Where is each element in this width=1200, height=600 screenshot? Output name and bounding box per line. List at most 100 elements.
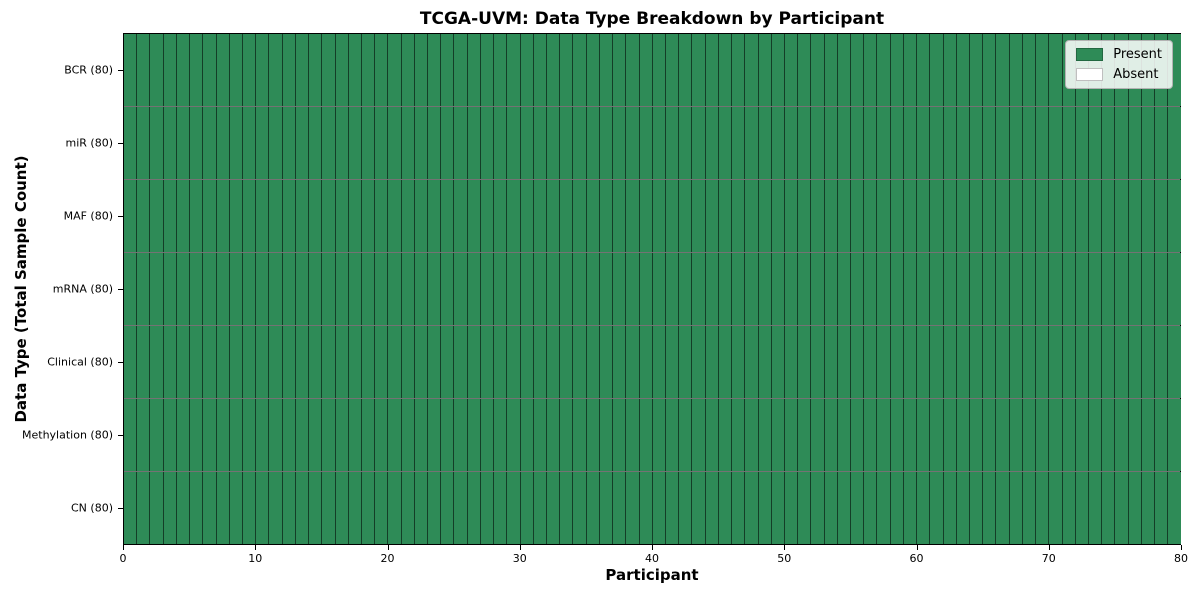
cell-present	[930, 253, 944, 325]
cell-present	[745, 34, 759, 106]
cell-present	[692, 399, 706, 471]
cell-present	[824, 34, 838, 106]
cell-present	[732, 472, 746, 544]
cell-present	[335, 34, 349, 106]
cell-present	[1168, 472, 1181, 544]
cell-present	[203, 180, 217, 252]
cell-present	[229, 472, 243, 544]
cell-present	[665, 34, 680, 106]
cell-present	[547, 107, 561, 179]
cell-present	[150, 34, 164, 106]
cell-present	[256, 326, 270, 398]
cell-present	[361, 253, 376, 325]
cell-present	[798, 399, 812, 471]
cell-present	[798, 326, 812, 398]
cell-present	[626, 180, 640, 252]
cell-present	[163, 253, 177, 325]
legend-entry: Present	[1076, 48, 1162, 61]
cell-present	[877, 326, 891, 398]
cell-present	[573, 472, 587, 544]
cell-present	[242, 326, 257, 398]
cell-present	[1049, 180, 1063, 252]
cell-present	[282, 472, 296, 544]
cell-present	[216, 180, 230, 252]
cell-present	[1062, 472, 1076, 544]
y-tick-mark	[118, 289, 123, 290]
cell-present	[771, 399, 785, 471]
cell-present	[1009, 107, 1023, 179]
cell-present	[665, 180, 680, 252]
cell-present	[1141, 326, 1156, 398]
cell-present	[137, 326, 151, 398]
cell-present	[1155, 472, 1169, 544]
cell-present	[824, 253, 838, 325]
cell-present	[361, 34, 376, 106]
cell-present	[282, 180, 296, 252]
cell-present	[388, 180, 402, 252]
cell-present	[1155, 180, 1169, 252]
cell-present	[626, 107, 640, 179]
cell-present	[507, 180, 521, 252]
cell-present	[216, 326, 230, 398]
cell-present	[1075, 326, 1089, 398]
cell-present	[163, 399, 177, 471]
cell-present	[705, 326, 719, 398]
cell-present	[401, 399, 415, 471]
cell-present	[163, 472, 177, 544]
cell-present	[851, 107, 865, 179]
cell-present	[190, 180, 204, 252]
cell-present	[533, 34, 547, 106]
cell-present	[784, 34, 799, 106]
cell-present	[414, 326, 429, 398]
cell-present	[771, 180, 785, 252]
cell-present	[1075, 180, 1089, 252]
cell-present	[150, 399, 164, 471]
cell-present	[150, 107, 164, 179]
cell-present	[877, 399, 891, 471]
cell-present	[348, 34, 362, 106]
cell-present	[652, 180, 666, 252]
cell-present	[533, 472, 547, 544]
cell-present	[626, 34, 640, 106]
cell-present	[732, 326, 746, 398]
cell-present	[930, 34, 944, 106]
cell-present	[1062, 399, 1076, 471]
cell-present	[1115, 253, 1129, 325]
cell-present	[560, 107, 574, 179]
cell-present	[1075, 472, 1089, 544]
cell-present	[322, 253, 336, 325]
cell-present	[547, 326, 561, 398]
cell-present	[996, 253, 1010, 325]
cell-present	[983, 399, 997, 471]
cell-present	[573, 34, 587, 106]
cell-present	[745, 399, 759, 471]
cell-present	[1168, 253, 1181, 325]
cell-present	[1088, 399, 1103, 471]
cell-present	[295, 107, 310, 179]
cell-present	[375, 326, 389, 398]
cell-present	[1102, 180, 1116, 252]
cell-present	[1009, 472, 1023, 544]
cell-present	[176, 107, 191, 179]
cell-present	[784, 180, 799, 252]
cell-present	[163, 34, 177, 106]
cell-present	[692, 34, 706, 106]
cell-present	[692, 180, 706, 252]
cell-present	[441, 180, 455, 252]
cell-present	[705, 34, 719, 106]
cell-present	[824, 472, 838, 544]
cell-present	[1168, 107, 1181, 179]
cell-present	[507, 326, 521, 398]
cell-present	[401, 34, 415, 106]
cell-present	[348, 253, 362, 325]
cell-present	[613, 472, 627, 544]
cell-present	[124, 326, 138, 398]
cell-present	[520, 326, 534, 398]
cell-present	[943, 472, 957, 544]
cell-present	[679, 399, 693, 471]
cell-present	[758, 472, 772, 544]
cell-present	[309, 253, 323, 325]
cell-present	[335, 107, 349, 179]
cell-present	[216, 34, 230, 106]
